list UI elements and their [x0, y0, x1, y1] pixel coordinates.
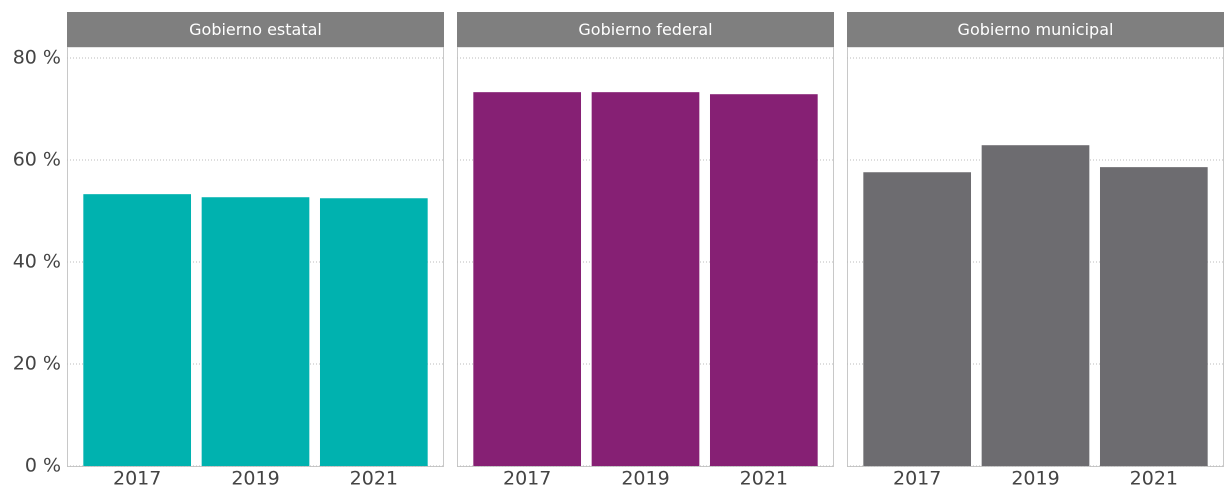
x-tick-label: 2017: [113, 468, 161, 489]
bar: [1099, 167, 1208, 466]
x-tick-label: 2019: [231, 468, 279, 489]
x-tick-label: 2017: [503, 468, 551, 489]
bar: [863, 172, 972, 467]
y-tick-label: 80 %: [13, 47, 61, 69]
bar: [83, 194, 192, 467]
panel-header: [67, 12, 444, 47]
bar: [319, 198, 428, 466]
bar: [709, 94, 818, 467]
x-tick-label: 2019: [621, 468, 669, 489]
y-tick-label: 40 %: [13, 251, 61, 273]
y-tick-label: 20 %: [13, 353, 61, 375]
panel-title: Gobierno estatal: [189, 20, 322, 39]
panel-title: Gobierno municipal: [958, 20, 1114, 39]
x-tick-label: 2021: [740, 468, 788, 489]
panel-header: [457, 12, 834, 47]
bar: [473, 92, 582, 467]
bar: [201, 197, 310, 467]
x-tick-label: 2019: [1011, 468, 1059, 489]
panel-title: Gobierno federal: [578, 20, 712, 39]
bar: [591, 92, 700, 467]
x-tick-label: 2021: [1130, 468, 1178, 489]
bar: [981, 145, 1090, 466]
y-tick-label: 0 %: [25, 455, 61, 477]
x-tick-label: 2017: [893, 468, 941, 489]
x-tick-label: 2021: [350, 468, 398, 489]
y-tick-label: 60 %: [13, 149, 61, 171]
panel-header: [847, 12, 1224, 47]
